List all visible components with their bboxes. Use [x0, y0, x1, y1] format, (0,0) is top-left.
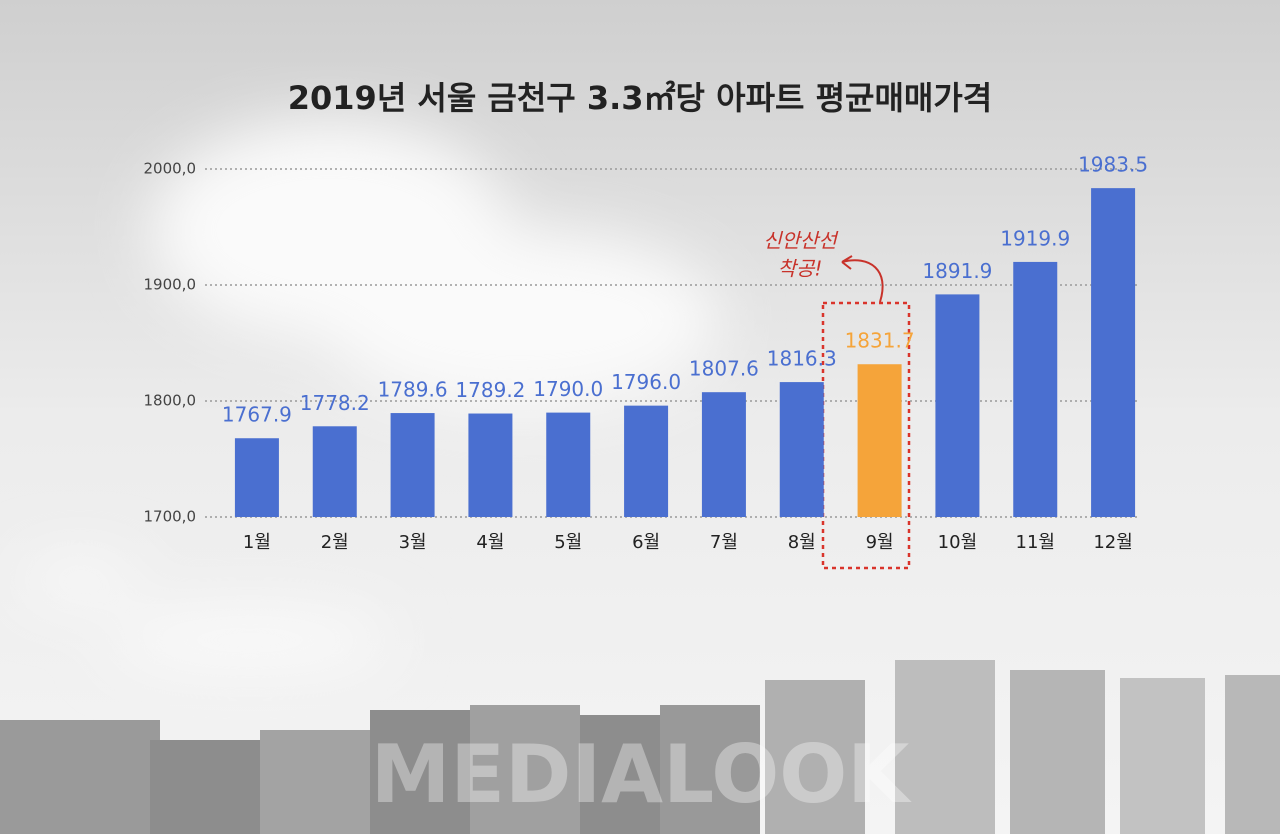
buildings [0, 660, 1280, 834]
x-tick-label: 8월 [788, 532, 816, 553]
x-tick-label: 11월 [1016, 532, 1055, 553]
value-label: 1807.6 [689, 357, 759, 381]
value-label: 1789.6 [378, 378, 448, 402]
bar [546, 412, 591, 517]
value-label: 1789.2 [455, 378, 525, 402]
watermark: MEDIALOOK [371, 728, 912, 821]
y-tick-label: 1700,0 [144, 508, 197, 526]
value-label: 1816.3 [767, 347, 837, 371]
y-tick-label: 1900,0 [144, 276, 197, 294]
value-label: 1891.9 [922, 259, 992, 283]
annotation-arrow [841, 255, 884, 303]
bar [234, 438, 279, 517]
bar [779, 382, 824, 517]
value-label: 1831.7 [845, 329, 915, 353]
value-label: 1983.5 [1078, 153, 1148, 177]
chart-title: 2019년 서울 금천구 3.3㎡당 아파트 평균매매가격 [288, 79, 993, 117]
value-label: 1767.9 [222, 403, 292, 427]
bar [312, 426, 357, 517]
y-tick-label: 1800,0 [144, 392, 197, 410]
x-tick-label: 1월 [243, 532, 271, 553]
value-label: 1790.0 [533, 377, 603, 401]
value-label: 1796.0 [611, 370, 681, 394]
x-tick-label: 5월 [554, 532, 582, 553]
x-tick-label: 4월 [476, 532, 504, 553]
x-tick-label: 7월 [710, 532, 738, 553]
bar [624, 405, 669, 517]
bar [468, 413, 513, 517]
bar [935, 294, 980, 517]
bar [701, 392, 746, 517]
annotation: 착공! [778, 257, 823, 281]
x-tick-label: 2월 [321, 532, 349, 553]
x-tick-label: 9월 [866, 532, 894, 553]
bar [1013, 261, 1058, 517]
bar [857, 364, 902, 517]
y-tick-label: 2000,0 [144, 160, 197, 178]
x-tick-label: 12월 [1093, 532, 1132, 553]
x-tick-label: 3월 [399, 532, 427, 553]
x-tick-label: 10월 [938, 532, 977, 553]
value-label: 1919.9 [1000, 226, 1070, 250]
bar [390, 413, 435, 517]
x-tick-label: 6월 [632, 532, 660, 553]
bar [1091, 188, 1136, 517]
annotation: 신안산선 [763, 229, 839, 253]
value-label: 1778.2 [300, 391, 370, 415]
